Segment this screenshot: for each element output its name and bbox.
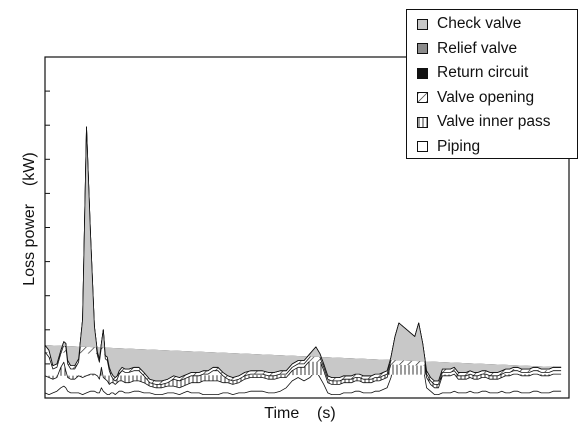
legend-label: Relief valve: [437, 39, 518, 57]
legend-label: Return circuit: [437, 64, 529, 82]
legend-item: Relief valve: [417, 37, 577, 62]
legend-item: Check valve: [417, 12, 577, 37]
legend-swatch: [417, 92, 428, 104]
legend-swatch: [417, 67, 428, 79]
legend-item: Piping: [417, 135, 577, 160]
legend-item: Valve opening: [417, 86, 577, 111]
area-relief-valve: [45, 126, 562, 382]
legend-label: Valve opening: [437, 88, 535, 106]
legend-item: Return circuit: [417, 61, 577, 86]
legend-item: Valve inner pass: [417, 110, 577, 135]
legend-label: Check valve: [437, 15, 522, 33]
area-piping: [45, 343, 562, 395]
legend-swatch: [417, 43, 428, 55]
x-axis-label: Time (s): [264, 405, 336, 422]
area-valve-opening: [45, 136, 562, 385]
y-axis-ticks: [45, 90, 50, 365]
area-return-circuit: [45, 126, 562, 382]
legend-swatch: [417, 18, 428, 30]
y-axis-label: Loss power (kW): [21, 152, 38, 286]
stacked-area-layers: [45, 126, 562, 395]
legend-swatch: [417, 141, 428, 153]
legend-swatch: [417, 116, 428, 128]
legend-label: Piping: [437, 137, 481, 155]
chart-legend: Check valve Relief valve Return circuit Val…: [406, 9, 578, 159]
area-check-valve: [45, 126, 562, 382]
legend-label: Valve inner pass: [437, 113, 551, 131]
